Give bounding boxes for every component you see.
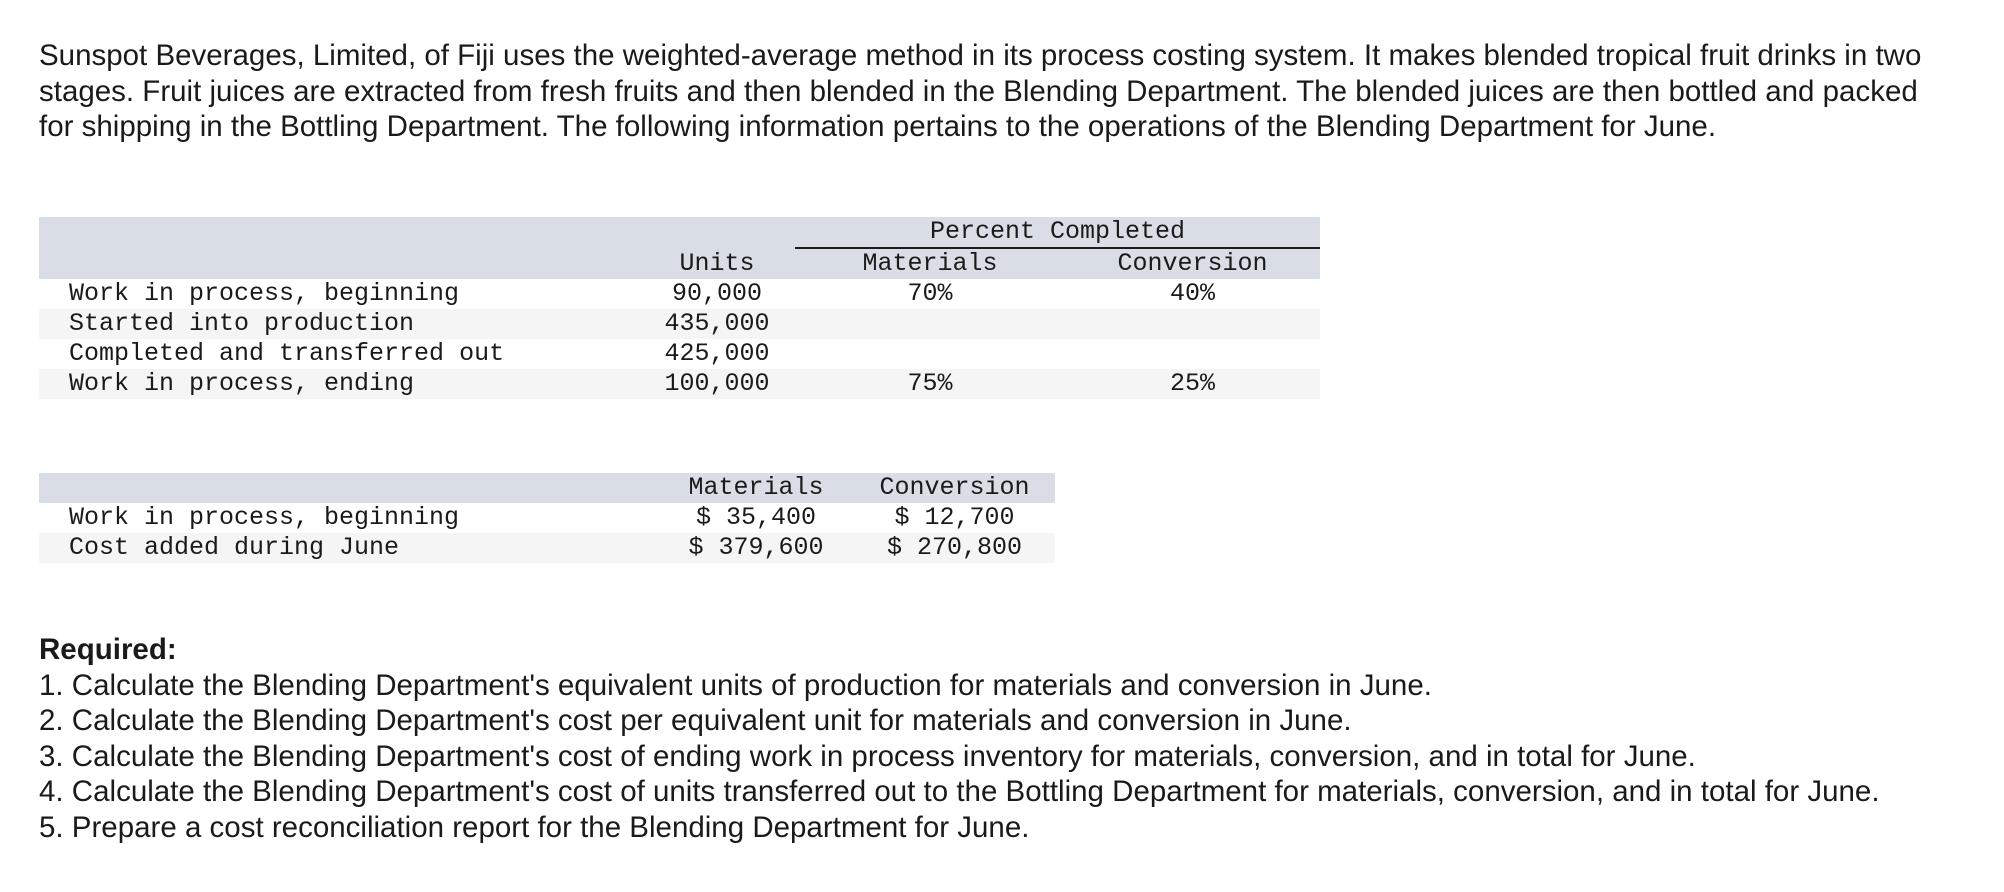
cost-table-header-row: Materials Conversion bbox=[39, 473, 1055, 503]
table-row: Completed and transferred out 425,000 bbox=[39, 339, 1320, 369]
materials-header: Materials bbox=[862, 249, 998, 278]
conversion-cost: $ 270,800 bbox=[886, 533, 1023, 562]
conversion-percent bbox=[1065, 339, 1320, 369]
conversion-percent: 25% bbox=[1169, 369, 1215, 398]
cost-table: Materials Conversion Work in process, be… bbox=[39, 473, 1055, 563]
table-row: Started into production 435,000 bbox=[39, 309, 1320, 339]
row-label: Work in process, beginning bbox=[69, 503, 460, 532]
percent-completed-header: Percent Completed bbox=[795, 217, 1320, 249]
required-item: 1. Calculate the Blending Department's e… bbox=[39, 668, 1432, 702]
materials-cost: $ 35,400 bbox=[695, 503, 817, 532]
materials-cost: $ 379,600 bbox=[688, 533, 824, 562]
table-row: Work in process, beginning 90,000 70% 40… bbox=[39, 279, 1320, 309]
units-value: 90,000 bbox=[671, 279, 762, 308]
materials-header: Materials bbox=[688, 473, 824, 502]
row-label: Completed and transferred out bbox=[69, 339, 505, 368]
conversion-header: Conversion bbox=[1117, 249, 1268, 278]
problem-intro: Sunspot Beverages, Limited, of Fiji uses… bbox=[39, 39, 1922, 143]
row-label: Cost added during June bbox=[69, 533, 400, 562]
materials-percent: 75% bbox=[907, 369, 953, 398]
conversion-percent bbox=[1065, 309, 1320, 339]
units-value: 100,000 bbox=[664, 369, 770, 398]
units-header: Units bbox=[679, 248, 755, 278]
required-title: Required: bbox=[39, 633, 177, 666]
materials-percent bbox=[795, 339, 1065, 369]
units-value: 435,000 bbox=[664, 309, 770, 338]
units-table: Percent Completed Units Materials Conver… bbox=[39, 217, 1320, 399]
row-label: Work in process, beginning bbox=[69, 279, 460, 308]
units-value: 425,000 bbox=[664, 339, 770, 368]
units-table-group-header-row: Percent Completed bbox=[39, 217, 1320, 249]
required-item: 2. Calculate the Blending Department's c… bbox=[39, 704, 1352, 737]
row-label: Started into production bbox=[69, 309, 415, 338]
table-row: Work in process, ending 100,000 75% 25% bbox=[39, 369, 1320, 399]
required-item: 4. Calculate the Blending Department's c… bbox=[39, 775, 1880, 808]
row-label: Work in process, ending bbox=[69, 369, 415, 398]
conversion-cost: $ 12,700 bbox=[894, 503, 1015, 532]
conversion-percent: 40% bbox=[1169, 279, 1215, 308]
materials-percent bbox=[795, 309, 1065, 339]
required-section: Required: 1. Calculate the Blending Depa… bbox=[39, 632, 1959, 845]
conversion-header: Conversion bbox=[879, 473, 1030, 502]
required-item: 3. Calculate the Blending Department's c… bbox=[39, 739, 1696, 773]
table-row: Work in process, beginning $ 35,400 $ 12… bbox=[39, 503, 1055, 533]
materials-percent: 70% bbox=[907, 279, 953, 308]
required-item: 5. Prepare a cost reconciliation report … bbox=[39, 810, 1030, 844]
table-row: Cost added during June $ 379,600 $ 270,8… bbox=[39, 533, 1055, 563]
units-table-header-row: Units Materials Conversion bbox=[39, 248, 1320, 279]
